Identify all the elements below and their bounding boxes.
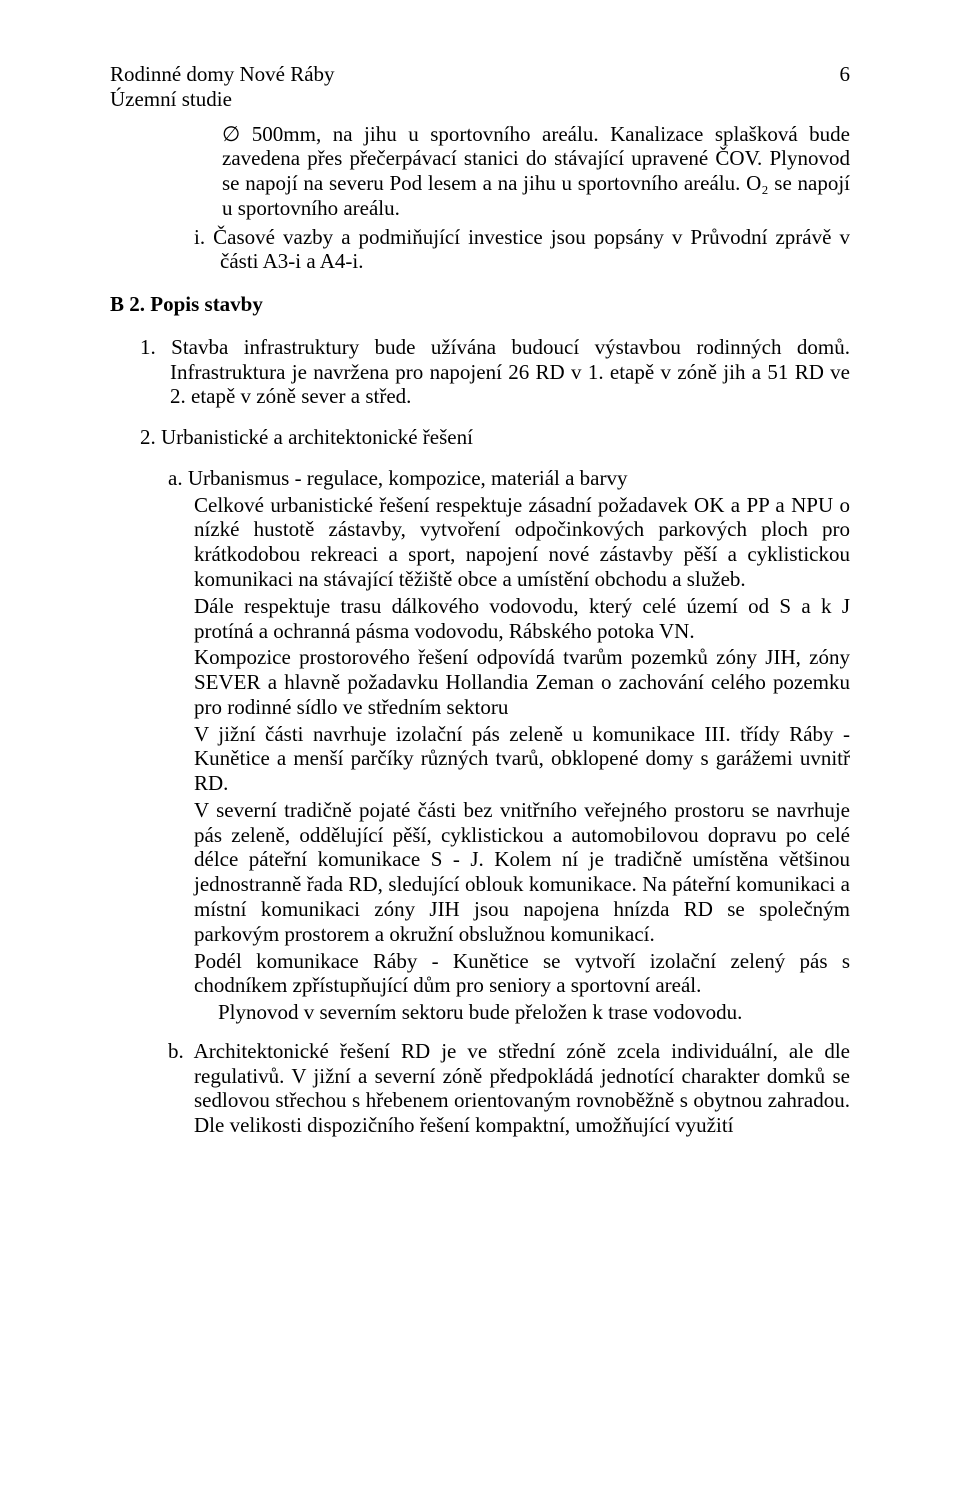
document-page: Rodinné domy Nové Ráby 6 Územní studie ∅… xyxy=(0,0,960,1506)
sub-item-a-heading: a. Urbanismus - regulace, kompozice, mat… xyxy=(168,466,850,491)
sub-item-a-paragraph-5: V severní tradičně pojaté části bez vnit… xyxy=(168,798,850,947)
list-item-i: i. Časové vazby a podmiňující investice … xyxy=(194,225,850,275)
section-heading-b2: B 2. Popis stavby xyxy=(110,292,850,317)
sub-item-a-paragraph-3: Kompozice prostorového řešení odpovídá t… xyxy=(168,645,850,719)
sub-item-a-paragraph-1: Celkové urbanistické řešení respektuje z… xyxy=(168,493,850,592)
header-row: Rodinné domy Nové Ráby 6 xyxy=(110,62,850,87)
page-number: 6 xyxy=(840,62,851,87)
sub-item-a-paragraph-7: Plynovod v severním sektoru bude přelože… xyxy=(168,1000,850,1025)
numbered-item-2: 2. Urbanistické a architektonické řešení xyxy=(140,425,850,450)
sub-item-b: b. Architektonické řešení RD je ve střed… xyxy=(168,1039,850,1138)
sub-item-a-paragraph-6: Podél komunikace Ráby - Kunětice se vytv… xyxy=(168,949,850,999)
header-subtitle: Územní studie xyxy=(110,87,850,112)
sub-item-a-paragraph-4: V jižní části navrhuje izolační pás zele… xyxy=(168,722,850,796)
paragraph-h-continuation: ∅ 500mm, na jihu u sportovního areálu. K… xyxy=(222,122,850,221)
header-title: Rodinné domy Nové Ráby xyxy=(110,62,335,87)
numbered-item-1: 1. Stavba infrastruktury bude užívána bu… xyxy=(140,335,850,409)
sub-item-a-paragraph-2: Dále respektuje trasu dálkového vodovodu… xyxy=(168,594,850,644)
